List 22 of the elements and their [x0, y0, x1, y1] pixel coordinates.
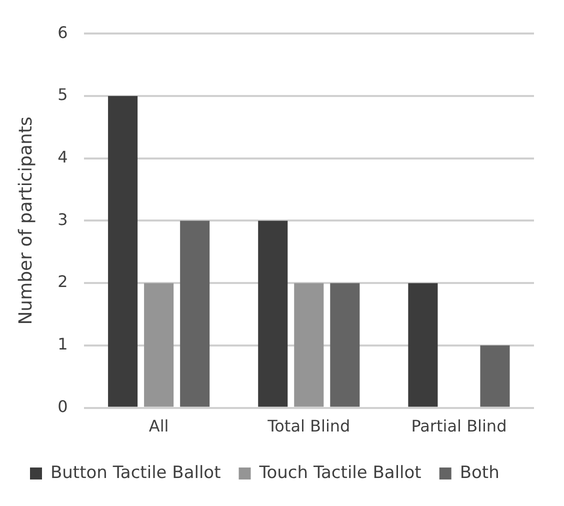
bar — [258, 220, 288, 407]
y-tick-label: 2 — [58, 272, 68, 292]
x-tick-label: Total Blind — [266, 416, 350, 436]
y-axis-title: Number of participants — [15, 116, 36, 325]
legend-label: Button Tactile Ballot — [50, 462, 222, 483]
legend-label: Touch Tactile Ballot — [258, 462, 422, 483]
bar — [108, 96, 138, 407]
bar — [330, 283, 360, 407]
y-tick-label: 0 — [58, 396, 68, 416]
legend-label: Both — [460, 462, 500, 483]
y-tick-label: 4 — [58, 147, 68, 166]
bar — [144, 283, 174, 407]
bar — [408, 283, 438, 407]
y-tick-label: 5 — [58, 85, 68, 104]
x-tick-label: All — [148, 416, 169, 436]
bar — [294, 283, 324, 407]
y-tick-label: 1 — [58, 334, 68, 354]
bar — [180, 220, 210, 407]
x-tick-label: Partial Blind — [411, 416, 507, 436]
y-tick-label: 6 — [58, 22, 68, 42]
bar — [480, 345, 510, 407]
y-tick-label: 3 — [58, 210, 68, 229]
